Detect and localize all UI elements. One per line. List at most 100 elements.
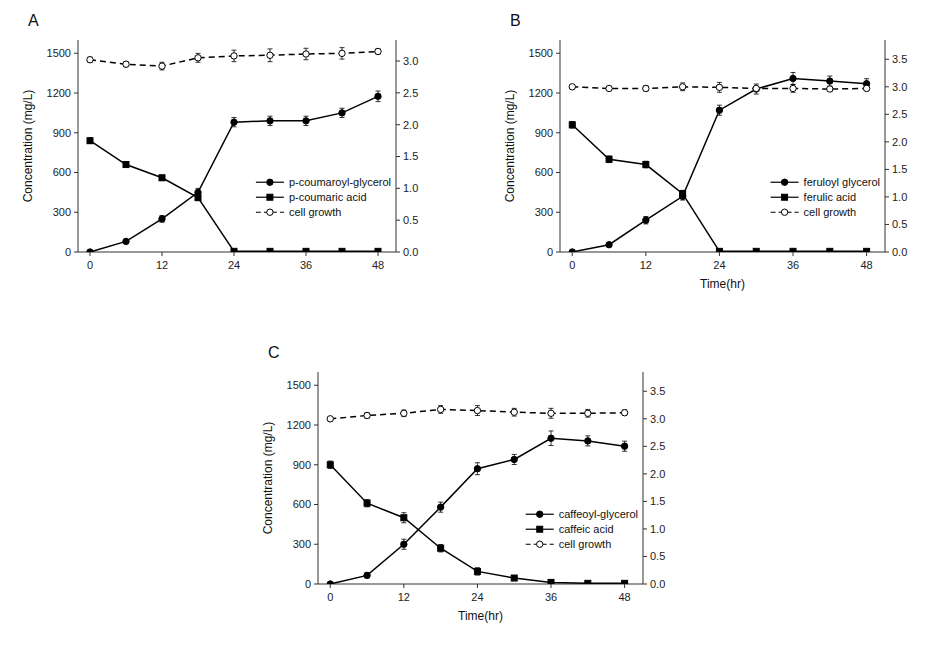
y-tick	[74, 172, 78, 173]
error-bar	[401, 513, 406, 523]
y2-tick	[643, 473, 647, 474]
y2-tick	[885, 169, 889, 170]
point	[790, 75, 796, 81]
legend-label: cell growth	[559, 538, 612, 550]
y2-tick-label: 3.5	[650, 385, 665, 397]
y2-tick-label: 1.0	[650, 523, 665, 535]
point	[87, 138, 93, 144]
point	[511, 456, 517, 462]
x-tick	[551, 584, 552, 588]
point	[364, 412, 370, 418]
x-tick-label: 0	[327, 591, 333, 603]
point	[123, 61, 129, 67]
point	[339, 248, 345, 252]
error-bar	[376, 91, 381, 102]
point	[303, 248, 309, 252]
panel-label: B	[510, 12, 521, 29]
legend-label: cell growth	[804, 206, 857, 218]
y-tick-label: 1200	[529, 87, 553, 99]
point	[375, 248, 381, 252]
point	[680, 191, 686, 197]
error-bar	[549, 431, 554, 446]
y-tick-label: 600	[535, 166, 553, 178]
y2-tick	[885, 141, 889, 142]
y-axis-label: Concentration (mg/L)	[21, 90, 35, 203]
point	[864, 248, 870, 252]
y2-tick	[396, 124, 400, 125]
y2-tick-label: 2.5	[403, 87, 418, 99]
point	[753, 86, 759, 92]
y2-tick-label: 1.5	[650, 495, 665, 507]
point	[716, 107, 722, 113]
point	[267, 248, 273, 252]
error-bar	[365, 413, 370, 419]
y2-tick	[643, 391, 647, 392]
error-bar	[643, 161, 648, 168]
error-bar	[607, 86, 612, 90]
x-tick	[719, 252, 720, 256]
error-bar	[438, 502, 443, 512]
legend-marker	[781, 179, 787, 185]
y-tick-label: 300	[293, 538, 311, 550]
legend: caffeoyl-glycerolcaffeic acidcell growth	[526, 508, 638, 550]
figure: 0122436480300600900120015000.00.51.01.52…	[0, 0, 951, 646]
y-tick	[556, 53, 560, 54]
point	[231, 248, 237, 252]
point	[569, 84, 575, 90]
y2-tick-label: 3.0	[892, 81, 907, 93]
error-bar	[475, 406, 480, 416]
x-tick	[378, 252, 379, 256]
point	[511, 409, 517, 415]
point	[401, 515, 407, 521]
x-tick-label: 48	[860, 259, 872, 271]
y-axis-line	[78, 40, 79, 252]
series-line	[90, 96, 378, 252]
error-bar	[717, 82, 722, 92]
error-bar	[340, 108, 345, 117]
y2-tick	[396, 61, 400, 62]
y2-tick	[643, 556, 647, 557]
x-tick-label: 24	[471, 591, 483, 603]
point	[437, 504, 443, 510]
point	[401, 410, 407, 416]
point	[679, 84, 685, 90]
series-line	[572, 78, 866, 252]
panel: 0122436480300600900120015000.00.51.01.52…	[261, 344, 665, 623]
y-tick-label: 300	[53, 206, 71, 218]
point	[364, 500, 370, 506]
point	[195, 55, 201, 61]
y-tick-label: 0	[65, 246, 71, 258]
x-tick	[572, 252, 573, 256]
point	[511, 575, 517, 581]
x-tick	[793, 252, 794, 256]
error-bar	[570, 121, 575, 128]
error-bar	[475, 568, 480, 575]
y2-tick-label: 2.0	[650, 468, 665, 480]
series-line	[330, 465, 624, 584]
y2-axis-line	[643, 372, 644, 584]
y-tick	[314, 544, 318, 545]
point	[159, 216, 165, 222]
point	[327, 416, 333, 422]
error-bar	[160, 175, 165, 180]
legend-label: p-coumaroyl-glycerol	[289, 176, 391, 188]
error-bar	[791, 72, 796, 84]
error-bar	[328, 461, 333, 468]
point	[585, 410, 591, 416]
y-tick-label: 300	[535, 206, 553, 218]
point	[790, 85, 796, 91]
y2-tick-label: 0.5	[892, 218, 907, 230]
y2-tick	[396, 252, 400, 253]
x-tick	[162, 252, 163, 256]
error-bar	[512, 408, 517, 416]
y2-tick-label: 3.5	[892, 53, 907, 65]
y-tick	[74, 53, 78, 54]
x-tick-label: 12	[640, 259, 652, 271]
y-tick-label: 900	[53, 127, 71, 139]
series-line	[90, 141, 378, 252]
panel-label: C	[268, 344, 280, 361]
x-tick-label: 12	[398, 591, 410, 603]
point	[621, 410, 627, 416]
error-bar	[622, 441, 627, 451]
error-bar	[304, 48, 309, 59]
